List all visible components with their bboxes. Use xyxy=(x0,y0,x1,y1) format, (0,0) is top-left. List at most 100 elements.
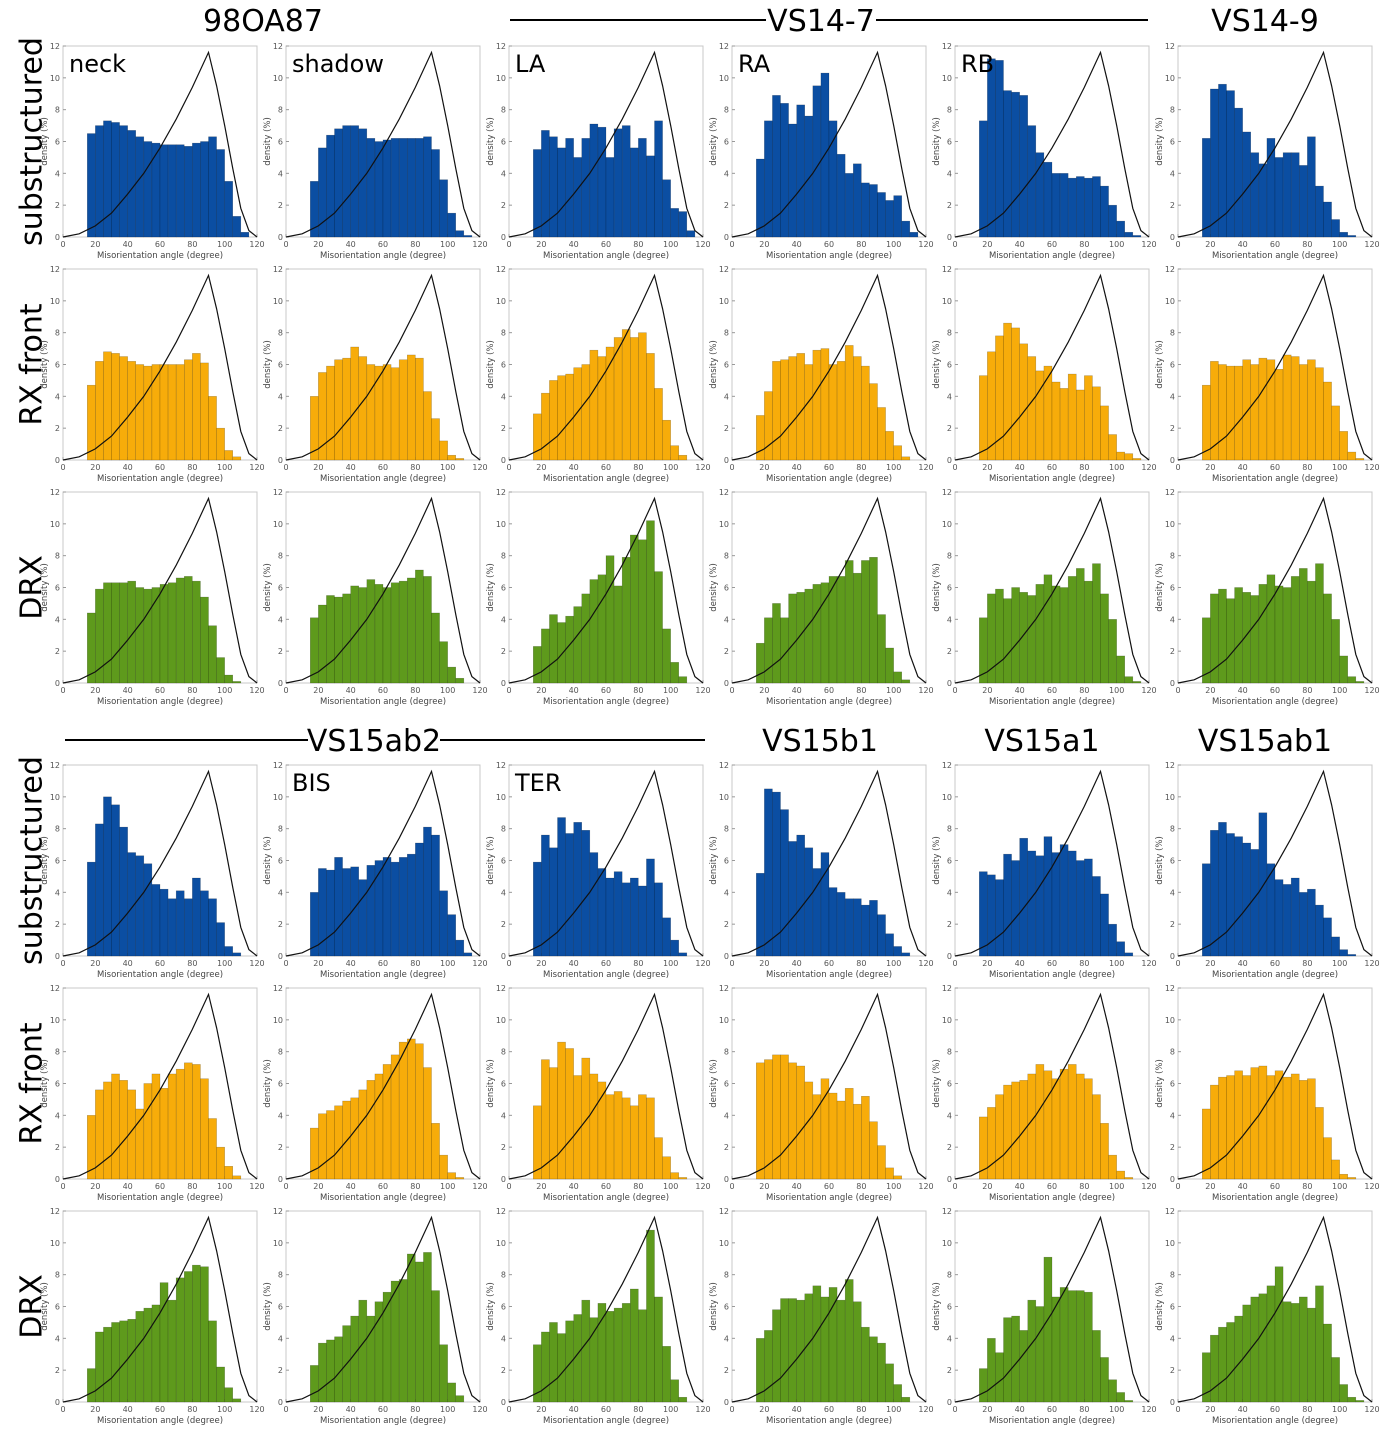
bar xyxy=(1307,580,1316,684)
x-tick-label: 120 xyxy=(1364,463,1379,472)
bar xyxy=(1234,365,1243,461)
bar xyxy=(893,946,903,957)
bar xyxy=(159,888,169,957)
y-tick-label: 6 xyxy=(947,584,952,593)
x-axis-label: Misorientation angle (degree) xyxy=(543,970,669,980)
bar xyxy=(463,235,473,238)
panel-title: LA xyxy=(515,50,546,78)
x-tick-label: 80 xyxy=(410,1182,420,1191)
y-tick-label: 10 xyxy=(1165,1016,1175,1025)
x-tick-label: 120 xyxy=(1141,463,1156,472)
bar xyxy=(1282,587,1292,684)
x-tick-label: 20 xyxy=(313,1182,323,1191)
y-tick-label: 6 xyxy=(278,857,283,866)
bar xyxy=(987,58,996,238)
y-axis-label: density (%) xyxy=(40,563,50,612)
row-label: DRX xyxy=(15,1274,50,1339)
reference-curve xyxy=(731,992,927,1180)
bar xyxy=(812,584,822,684)
bar xyxy=(103,1326,112,1403)
bar xyxy=(167,898,177,957)
y-tick-label: 0 xyxy=(501,1398,506,1407)
y-tick-label: 12 xyxy=(50,984,60,993)
bar xyxy=(1202,384,1211,461)
bar xyxy=(423,391,432,461)
bar xyxy=(447,212,456,238)
x-tick-label: 120 xyxy=(918,1182,933,1191)
x-tick-label: 40 xyxy=(792,686,802,695)
bar xyxy=(788,593,797,684)
bar xyxy=(1100,593,1109,684)
bar xyxy=(103,582,112,684)
y-tick-label: 8 xyxy=(501,552,506,561)
x-tick-label: 100 xyxy=(1332,1405,1347,1414)
bar xyxy=(557,1041,566,1180)
x-axis-label: Misorientation angle (degree) xyxy=(97,697,223,707)
x-tick-label: 40 xyxy=(792,959,802,968)
y-tick-label: 0 xyxy=(724,456,729,465)
bar xyxy=(224,1166,234,1180)
y-tick-label: 6 xyxy=(947,857,952,866)
x-tick-label: 0 xyxy=(1175,1182,1180,1191)
x-tick-label: 100 xyxy=(1332,240,1347,249)
bar xyxy=(853,163,862,238)
y-tick-label: 2 xyxy=(947,1143,952,1152)
sample-header: VS15ab1 xyxy=(1198,724,1332,759)
bar xyxy=(1290,1073,1300,1180)
y-axis-label: density (%) xyxy=(932,340,942,389)
bar xyxy=(565,833,574,957)
y-tick-label: 2 xyxy=(278,424,283,433)
bar xyxy=(780,359,789,461)
bar xyxy=(192,1264,201,1403)
bar xyxy=(820,348,830,461)
y-tick-label: 8 xyxy=(501,1271,506,1280)
bar xyxy=(670,445,680,461)
y-tick-label: 10 xyxy=(496,793,506,802)
x-tick-label: 40 xyxy=(123,959,133,968)
x-tick-label: 0 xyxy=(60,463,65,472)
y-axis-label: density (%) xyxy=(486,1059,496,1108)
y-tick-label: 10 xyxy=(942,793,952,802)
x-tick-label: 20 xyxy=(90,240,100,249)
bar xyxy=(1234,836,1243,957)
reference-curve xyxy=(1177,992,1373,1180)
bar xyxy=(455,1177,465,1180)
bar xyxy=(184,1271,193,1403)
y-tick-label: 4 xyxy=(55,169,60,178)
x-tick-label: 40 xyxy=(569,463,579,472)
bar xyxy=(804,364,814,461)
bar xyxy=(828,120,838,238)
x-tick-label: 20 xyxy=(90,1405,100,1414)
bar xyxy=(1323,593,1332,684)
x-axis-label: Misorientation angle (degree) xyxy=(1212,474,1338,484)
y-tick-label: 2 xyxy=(947,920,952,929)
bar xyxy=(589,349,599,461)
x-tick-label: 120 xyxy=(472,1182,487,1191)
y-tick-label: 0 xyxy=(278,233,283,242)
bar xyxy=(1226,90,1235,238)
x-tick-label: 120 xyxy=(249,1182,264,1191)
y-tick-label: 10 xyxy=(942,1239,952,1248)
x-tick-label: 20 xyxy=(313,240,323,249)
bar xyxy=(646,858,655,957)
bar xyxy=(1355,681,1365,684)
bar xyxy=(216,1146,225,1180)
x-axis-label: Misorientation angle (degree) xyxy=(989,697,1115,707)
bar xyxy=(119,356,128,461)
bar xyxy=(135,1108,145,1180)
y-tick-label: 2 xyxy=(501,647,506,656)
bar xyxy=(415,357,424,461)
y-tick-label: 0 xyxy=(724,952,729,961)
x-tick-label: 100 xyxy=(1109,240,1124,249)
bar xyxy=(184,359,193,461)
bar xyxy=(654,882,663,957)
reference-curve xyxy=(285,992,481,1180)
x-tick-label: 0 xyxy=(729,686,734,695)
bar xyxy=(788,356,797,461)
y-tick-label: 8 xyxy=(278,1048,283,1057)
bar xyxy=(167,144,177,238)
y-tick-label: 10 xyxy=(719,793,729,802)
bar xyxy=(646,353,655,461)
bar xyxy=(861,1095,870,1180)
bar xyxy=(678,1177,688,1180)
